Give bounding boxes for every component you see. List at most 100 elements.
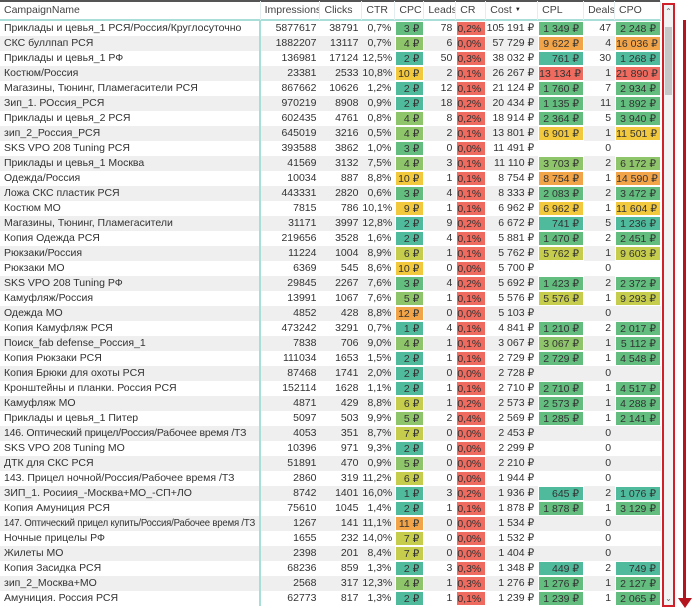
- table-row[interactable]: Камуфляж МО 4871 429 8,8% 6 ₽1 0,2% 2 573 ₽2 5…: [0, 396, 661, 411]
- cost-cell: 5 692 ₽: [498, 277, 535, 289]
- scroll-up-icon[interactable]: ⌃: [665, 7, 672, 16]
- table-row[interactable]: Поиск_fab defense_Россия_1 7838 706 9,0% 4 ₽…: [0, 336, 661, 351]
- table-row[interactable]: SKS VPO 208 Tuning МО 10396 971 9,3% 2 ₽0 0,0…: [0, 441, 661, 456]
- header-ctr[interactable]: CTR: [362, 1, 396, 20]
- table-row[interactable]: Амуниция. Россия РСЯ 62773 817 1,3% 2 ₽1 0,1%…: [0, 591, 661, 606]
- cr-cell: 0,0%: [456, 261, 487, 276]
- table-row[interactable]: зип_2_Россия_РСЯ 645019 3216 0,5% 4 ₽ 2 0,1% 13…: [0, 126, 661, 141]
- scroll-down-icon[interactable]: ⌄: [665, 594, 672, 603]
- cpc-cell: 2 ₽: [395, 51, 425, 66]
- table-row[interactable]: Магазины, Тюнинг, Пламегасители 31171 3997…: [0, 216, 661, 231]
- header-impressions[interactable]: Impressions: [261, 1, 321, 20]
- table-row[interactable]: Костюм/Россия 23381 2533 10,8% 10 ₽ 2 0,1% 26 2…: [0, 66, 661, 81]
- leads-cell: 0: [446, 457, 453, 469]
- cpl-cell: [538, 471, 584, 486]
- table-row[interactable]: Кронштейны и планки. Россия РСЯ 152114 162…: [0, 381, 661, 396]
- campaign-name-text: Приклады и цевья_2 РСЯ: [4, 112, 131, 124]
- table-row[interactable]: Ложа СКС пластик РСЯ 443331 2820 0,6% 3 ₽ 4 0,…: [0, 186, 661, 201]
- campaign-name-cell: Копия Брюки для охоты РСЯ: [0, 366, 261, 381]
- impressions-cell: 136981: [281, 52, 317, 64]
- clicks-cell: 1045: [335, 502, 359, 514]
- campaign-name-cell: Магазины, Тюнинг, Пламегасители РСЯ: [0, 81, 261, 96]
- header-cpl[interactable]: CPL: [538, 1, 585, 20]
- cpl-cell: [538, 456, 584, 471]
- table-row[interactable]: зип_2_Москва+МО 2568 317 12,3% 4 ₽1 0,3% 1 276…: [0, 576, 661, 591]
- table-row[interactable]: ДТК для СКС РСЯ 51891 470 0,9% 5 ₽0 0,0% 2 210…: [0, 456, 661, 471]
- cost-cell: 20 434 ₽: [492, 97, 535, 109]
- cpc-cell: 4 ₽: [395, 576, 425, 591]
- header-cost[interactable]: Cost ▼: [486, 1, 539, 20]
- leads-cell: 1: [446, 502, 453, 514]
- leads-cell: 0: [446, 142, 453, 154]
- impressions-cell: 7815: [293, 202, 317, 214]
- table-row[interactable]: Приклады и цевья_1 Москва 41569 3132 7,5% 4 …: [0, 156, 661, 171]
- table-row[interactable]: Рюкзаки МО 6369 545 8,6% 10 ₽0 0,0% 5 700 ₽0: [0, 261, 661, 276]
- table-row[interactable]: SKS VPO 208 Tuning РСЯ 393588 3862 1,0% 3 ₽ 0…: [0, 141, 661, 156]
- table-row[interactable]: Копия Брюки для охоты РСЯ 87468 1741 2,0% 2 …: [0, 366, 661, 381]
- scrollbar-thumb[interactable]: [665, 27, 672, 95]
- header-leads[interactable]: Leads: [424, 1, 457, 20]
- cpl-cell: 645 ₽: [538, 486, 585, 501]
- cpc-cell: 4 ₽: [395, 36, 425, 51]
- campaign-name-cell: Амуниция. Россия РСЯ: [0, 591, 261, 606]
- table-row[interactable]: Одежда МО 4852 428 8,8% 12 ₽0 0,0% 5 103 ₽0: [0, 306, 661, 321]
- table-row[interactable]: Камуфляж/Россия 13991 1067 7,6% 5 ₽1 0,1% 5 57…: [0, 291, 661, 306]
- deals-cell: 0: [605, 427, 612, 439]
- table-row[interactable]: 147. Оптический прицел купить/Россия/Раб…: [0, 516, 661, 531]
- campaign-name-text: зип_2_Россия_РСЯ: [4, 127, 101, 139]
- table-row[interactable]: Копия Засидка РСЯ 68236 859 1,3% 2 ₽ 3 0,3% 1 3…: [0, 561, 661, 576]
- header-cr[interactable]: CR: [456, 1, 487, 20]
- cpo-cell: [615, 441, 661, 456]
- leads-cell: 3: [446, 487, 453, 499]
- leads-cell: 9: [446, 217, 453, 229]
- leads-cell: 2: [446, 127, 453, 139]
- table-row[interactable]: SKS VPO 208 Tuning РФ 29845 2267 7,6% 3 ₽ 4 0,…: [0, 276, 661, 291]
- vertical-scrollbar[interactable]: ⌃ ⌄: [662, 3, 675, 607]
- table-row[interactable]: 146. Оптический прицел/Россия/Рабочее вр…: [0, 426, 661, 441]
- table-row[interactable]: Жилеты МО 2398 201 8,4% 7 ₽0 0,0% 1 404 ₽0: [0, 546, 661, 561]
- header-campaign-name[interactable]: CampaignName: [0, 1, 261, 20]
- table-row[interactable]: 143. Прицел ночной/Россия/Рабочее время …: [0, 471, 661, 486]
- table-row[interactable]: Копия Одежда РСЯ 219656 3528 1,6% 2 ₽ 4 0,1% 5 …: [0, 231, 661, 246]
- table-row[interactable]: Магазины, Тюнинг, Пламегасители РСЯ 86766…: [0, 81, 661, 96]
- deals-cell: 0: [605, 262, 612, 274]
- header-cpo[interactable]: CPO: [615, 1, 661, 20]
- table-row[interactable]: Приклады и цевья_2 РСЯ 602435 4761 0,8% 4 ₽ 8…: [0, 111, 661, 126]
- table-row[interactable]: Ночные прицелы РФ 1655 232 14,0% 7 ₽0 0,0% 1 5…: [0, 531, 661, 546]
- header-clicks[interactable]: Clicks: [320, 1, 363, 20]
- clicks-cell: 706: [340, 337, 359, 349]
- leads-cell: 18: [440, 97, 453, 109]
- deals-cell: 2: [605, 157, 612, 169]
- table-row[interactable]: Копия Рюкзаки РСЯ 111034 1653 1,5% 2 ₽1 0,1% 2…: [0, 351, 661, 366]
- table-row[interactable]: Одежда/Россия 10034 887 8,8% 10 ₽1 0,1% 8 754 …: [0, 171, 661, 186]
- table-row[interactable]: Копия Амуниция РСЯ 75610 1045 1,4% 2 ₽1 0,1% 1…: [0, 501, 661, 516]
- ctr-cell: 1,1%: [367, 382, 392, 394]
- table-row[interactable]: Приклады и цевья_1 Питер 5097 503 9,9% 5 ₽ 2 0…: [0, 411, 661, 426]
- table-row[interactable]: Приклады и цевья_1 РФ 136981 17124 12,5% 2 ₽…: [0, 51, 661, 66]
- impressions-cell: 5877617: [275, 22, 317, 34]
- clicks-cell: 319: [340, 472, 359, 484]
- table-row[interactable]: Костюм МО 7815 786 10,1% 9 ₽1 0,1% 6 962 ₽6 96…: [0, 201, 661, 216]
- ctr-cell: 0,7%: [367, 22, 392, 34]
- table-row[interactable]: Приклады и цевья_1 РСЯ/Россия/Круглосуто…: [0, 21, 661, 36]
- table-row[interactable]: СКС буллпап РСЯ 1882207 13117 0,7% 4 ₽ 6 0,0% 5…: [0, 36, 661, 51]
- header-deals[interactable]: Deals: [584, 1, 616, 20]
- table-row[interactable]: ЗИП_1. Росиия_-Москва+МО_-СП+ЛО 8742 1401 1…: [0, 486, 661, 501]
- table-row[interactable]: Копия Камуфляж РСЯ 473242 3291 0,7% 1 ₽ 4 0,1%…: [0, 321, 661, 336]
- impressions-cell: 29845: [287, 277, 317, 289]
- header-cpc[interactable]: CPC: [395, 1, 425, 20]
- campaign-name-text: СКС буллпап РСЯ: [4, 37, 94, 49]
- deals-cell: 1: [605, 202, 612, 214]
- campaign-name-cell: Одежда МО: [0, 306, 261, 321]
- table-row[interactable]: Рюкзаки/Россия 11224 1004 8,9% 6 ₽1 0,1% 5 762…: [0, 246, 661, 261]
- leads-cell: 1: [446, 382, 453, 394]
- table-header: CampaignName Impressions Clicks CTR CPC …: [0, 1, 661, 21]
- campaign-name-text: 146. Оптический прицел/Россия/Рабочее вр…: [4, 427, 247, 439]
- table-row[interactable]: Зип_1. РОссия_РСЯ 970219 8908 0,9% 2 ₽ 18 0,2%…: [0, 96, 661, 111]
- cpc-cell: 2 ₽: [395, 216, 425, 231]
- campaign-name-text: Копия Брюки для охоты РСЯ: [4, 367, 145, 379]
- cpo-cell: 2 141 ₽: [615, 411, 661, 426]
- clicks-cell: 1067: [335, 292, 359, 304]
- campaign-name-text: Ночные прицелы РФ: [4, 532, 106, 544]
- cpc-cell: 3 ₽: [395, 276, 425, 291]
